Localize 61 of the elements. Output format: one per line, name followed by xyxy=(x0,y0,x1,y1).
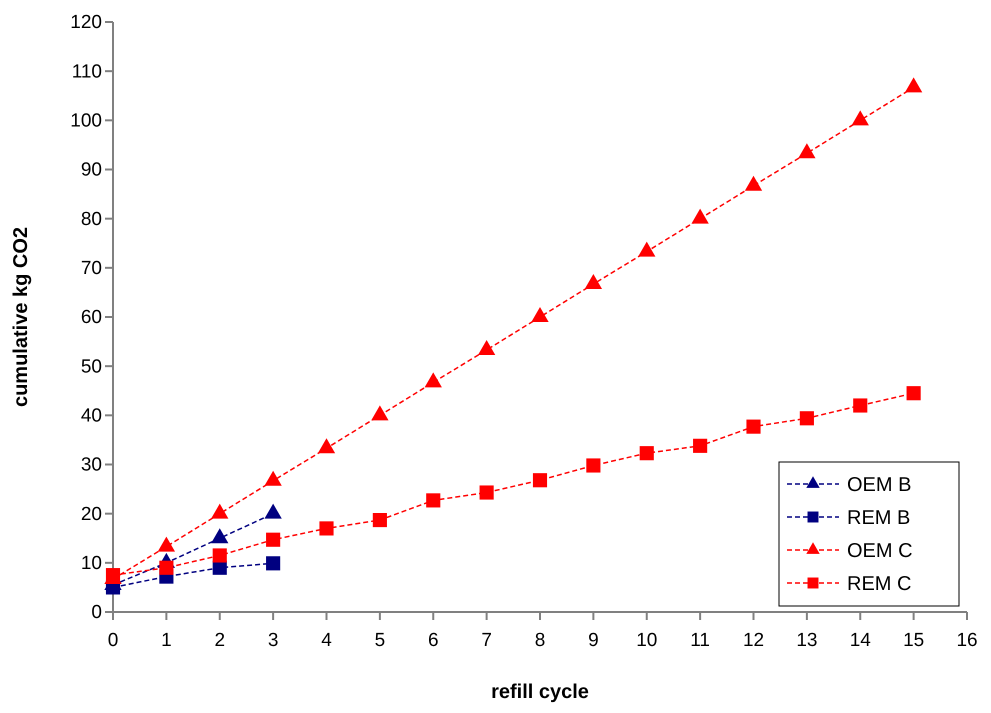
point xyxy=(691,208,709,224)
x-tick-label: 14 xyxy=(850,630,872,651)
y-tick-label: 70 xyxy=(80,258,102,279)
point xyxy=(478,340,496,355)
y-tick-label: 110 xyxy=(72,61,102,82)
point xyxy=(800,411,814,426)
y-axis-title: cumulative kg CO2 xyxy=(10,226,32,408)
point xyxy=(319,521,334,536)
point xyxy=(746,420,761,434)
x-tick-label: 7 xyxy=(481,630,492,651)
x-tick-label: 9 xyxy=(588,630,599,651)
legend-label: REM C xyxy=(847,573,912,595)
point xyxy=(586,458,600,473)
y-tick-label: 120 xyxy=(70,12,102,34)
y-tick-label: 0 xyxy=(91,602,102,624)
point xyxy=(798,143,816,158)
x-tick-label: 0 xyxy=(108,630,118,651)
y-tick-label: 30 xyxy=(80,454,102,476)
point xyxy=(480,485,494,500)
y-tick-label: 20 xyxy=(80,504,102,525)
y-tick-label: 60 xyxy=(80,307,102,328)
point xyxy=(584,274,602,290)
y-tick-label: 10 xyxy=(80,552,102,574)
point xyxy=(531,306,549,322)
point xyxy=(904,77,922,92)
point xyxy=(638,242,656,257)
legend-label: REM B xyxy=(847,507,910,529)
point xyxy=(372,512,387,528)
x-tick-label: 5 xyxy=(374,630,386,651)
point xyxy=(906,386,921,400)
x-tick-label: 11 xyxy=(690,630,710,651)
x-tick-label: 13 xyxy=(796,630,818,651)
point xyxy=(159,560,174,575)
point xyxy=(266,532,280,547)
x-tick-label: 2 xyxy=(214,630,226,651)
point xyxy=(852,110,869,126)
legend-label: OEM B xyxy=(847,474,912,496)
legend-label: OEM C xyxy=(847,540,913,562)
x-tick-label: 3 xyxy=(268,630,278,651)
point xyxy=(853,398,868,413)
point xyxy=(532,473,548,488)
point xyxy=(744,176,762,191)
y-tick-label: 90 xyxy=(80,160,102,181)
x-tick-label: 15 xyxy=(903,630,924,651)
point xyxy=(640,446,654,460)
x-axis-title: refill cycle xyxy=(491,681,589,703)
x-tick-label: 8 xyxy=(534,630,546,651)
y-tick-label: 40 xyxy=(80,405,102,426)
point xyxy=(426,493,440,508)
x-tick-label: 12 xyxy=(742,630,764,651)
y-tick-label: 100 xyxy=(70,110,102,132)
x-tick-label: 6 xyxy=(428,630,439,651)
x-tick-label: 16 xyxy=(956,630,978,651)
point xyxy=(266,556,280,570)
y-tick-label: 50 xyxy=(80,356,102,378)
x-tick-label: 10 xyxy=(636,630,658,651)
y-tick-label: 80 xyxy=(80,208,102,230)
x-tick-label: 4 xyxy=(321,630,332,651)
point xyxy=(212,548,227,563)
point xyxy=(693,438,708,453)
x-tick-label: 1 xyxy=(161,630,172,651)
